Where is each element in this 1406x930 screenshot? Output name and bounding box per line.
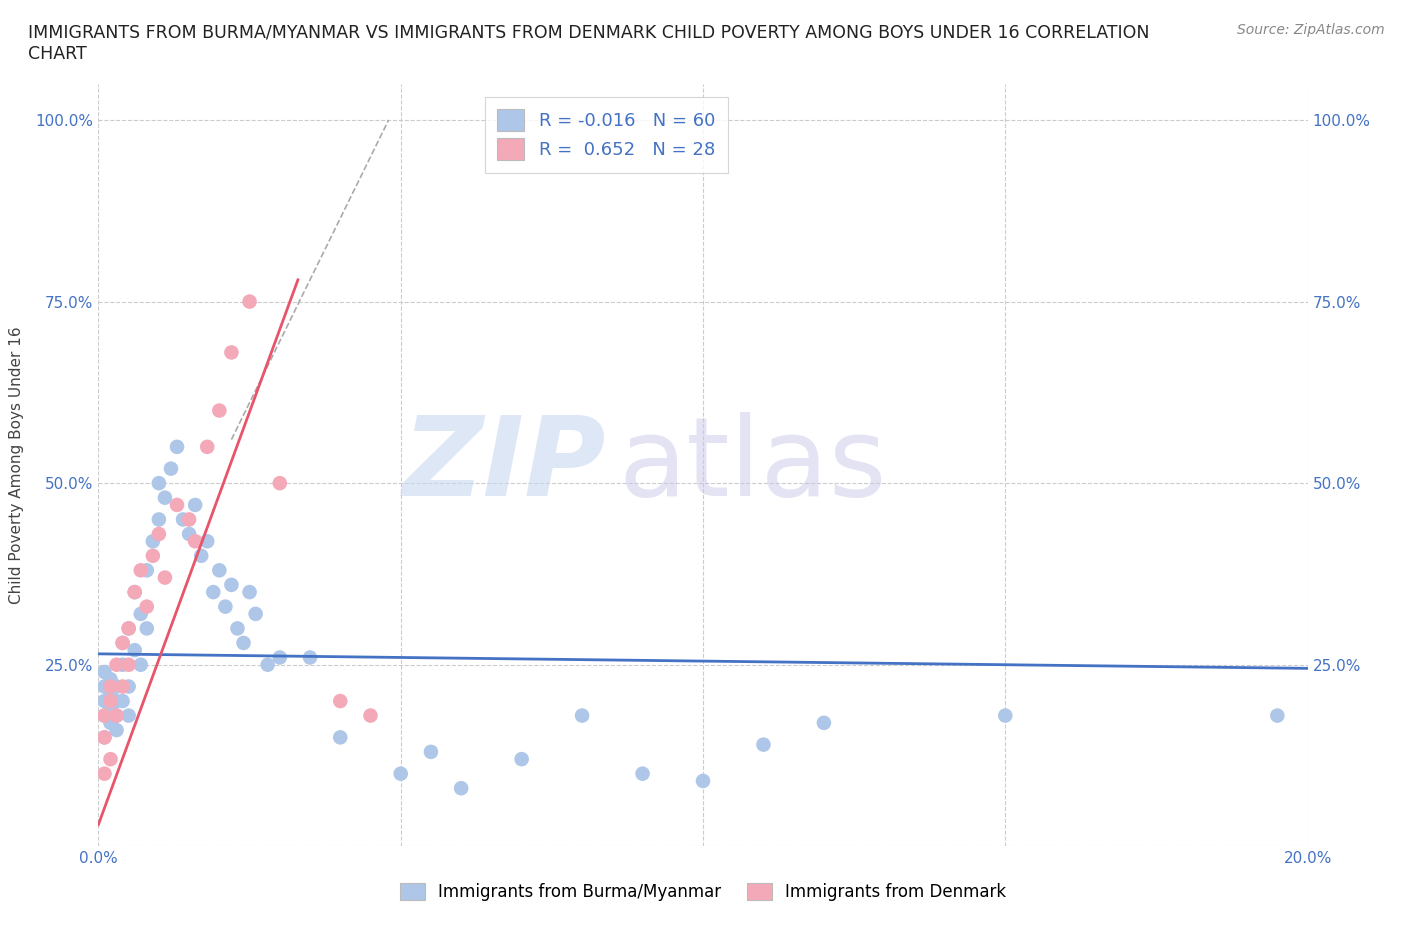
Point — [153, 570, 176, 585]
Point — [329, 694, 352, 709]
Point — [510, 751, 533, 766]
Point — [100, 686, 122, 701]
Point — [93, 694, 115, 709]
Point — [571, 708, 593, 723]
Point — [105, 723, 128, 737]
Point — [100, 701, 122, 716]
Point — [100, 715, 122, 730]
Point — [93, 708, 115, 723]
Point — [1267, 708, 1289, 723]
Point — [135, 563, 157, 578]
Point — [329, 730, 352, 745]
Point — [160, 461, 183, 476]
Point — [450, 781, 472, 796]
Point — [93, 679, 115, 694]
Point — [93, 766, 115, 781]
Text: ZIP: ZIP — [402, 411, 606, 519]
Point — [179, 512, 201, 527]
Point — [124, 585, 146, 600]
Point — [179, 526, 201, 541]
Point — [100, 751, 122, 766]
Point — [124, 585, 146, 600]
Point — [111, 635, 134, 650]
Point — [195, 439, 218, 454]
Point — [105, 679, 128, 694]
Point — [256, 658, 278, 672]
Point — [100, 671, 122, 686]
Text: Source: ZipAtlas.com: Source: ZipAtlas.com — [1237, 23, 1385, 37]
Point — [299, 650, 322, 665]
Point — [129, 606, 152, 621]
Point — [93, 708, 115, 723]
Point — [100, 694, 122, 709]
Point — [93, 730, 115, 745]
Point — [190, 549, 212, 564]
Point — [166, 439, 188, 454]
Point — [135, 599, 157, 614]
Point — [172, 512, 194, 527]
Point — [100, 694, 122, 709]
Point — [148, 512, 170, 527]
Point — [118, 621, 141, 636]
Text: atlas: atlas — [619, 411, 887, 519]
Point — [129, 658, 152, 672]
Point — [105, 658, 128, 672]
Point — [389, 766, 412, 781]
Point — [420, 744, 443, 759]
Point — [153, 490, 176, 505]
Y-axis label: Child Poverty Among Boys Under 16: Child Poverty Among Boys Under 16 — [10, 326, 24, 604]
Point — [221, 578, 243, 592]
Text: CHART: CHART — [28, 45, 87, 62]
Point — [202, 585, 225, 600]
Point — [118, 679, 141, 694]
Point — [166, 498, 188, 512]
Point — [142, 534, 165, 549]
Point — [184, 498, 207, 512]
Point — [105, 708, 128, 723]
Legend: R = -0.016   N = 60, R =  0.652   N = 28: R = -0.016 N = 60, R = 0.652 N = 28 — [485, 97, 728, 173]
Point — [269, 476, 291, 491]
Point — [208, 563, 231, 578]
Point — [93, 665, 115, 680]
Point — [148, 526, 170, 541]
Point — [269, 650, 291, 665]
Point — [118, 708, 141, 723]
Point — [692, 774, 714, 789]
Point — [105, 694, 128, 709]
Point — [118, 658, 141, 672]
Point — [184, 534, 207, 549]
Point — [124, 643, 146, 658]
Point — [360, 708, 382, 723]
Point — [208, 403, 231, 418]
Point — [195, 534, 218, 549]
Text: IMMIGRANTS FROM BURMA/MYANMAR VS IMMIGRANTS FROM DENMARK CHILD POVERTY AMONG BOY: IMMIGRANTS FROM BURMA/MYANMAR VS IMMIGRA… — [28, 23, 1150, 41]
Point — [239, 294, 262, 309]
Point — [111, 679, 134, 694]
Point — [129, 563, 152, 578]
Point — [631, 766, 654, 781]
Point — [239, 585, 262, 600]
Point — [226, 621, 249, 636]
Point — [221, 345, 243, 360]
Point — [232, 635, 254, 650]
Legend: Immigrants from Burma/Myanmar, Immigrants from Denmark: Immigrants from Burma/Myanmar, Immigrant… — [394, 876, 1012, 908]
Point — [142, 549, 165, 564]
Point — [118, 621, 141, 636]
Point — [111, 658, 134, 672]
Point — [752, 737, 775, 752]
Point — [93, 730, 115, 745]
Point — [214, 599, 236, 614]
Point — [245, 606, 267, 621]
Point — [135, 621, 157, 636]
Point — [111, 694, 134, 709]
Point — [994, 708, 1017, 723]
Point — [100, 679, 122, 694]
Point — [111, 635, 134, 650]
Point — [148, 476, 170, 491]
Point — [105, 708, 128, 723]
Point — [813, 715, 835, 730]
